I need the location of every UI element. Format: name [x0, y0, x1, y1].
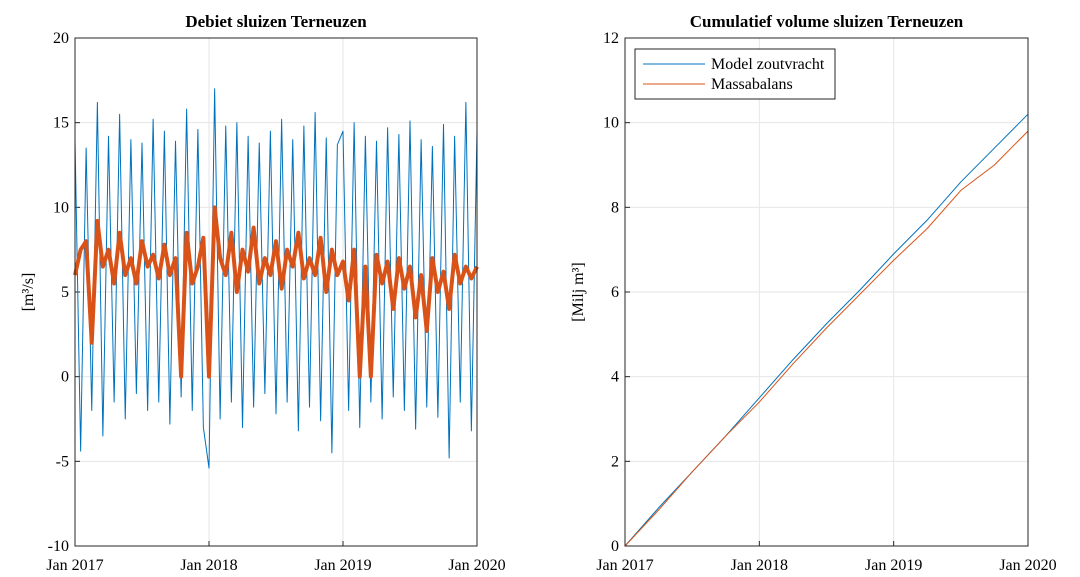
y-tick-label: 6	[611, 284, 619, 301]
y-tick-label: -10	[48, 538, 69, 555]
axes: -10 -5 0 5 10 15 20 Jan 2017 Jan 2018 Jan 2019 Jan…	[46, 30, 505, 574]
x-tick-label: Jan 2020	[448, 557, 505, 574]
y-tick-label: 10	[603, 115, 619, 132]
data-line	[73, 205, 479, 379]
legend-box	[634, 48, 836, 100]
axes: 0 2 4 6 8 10 12 Jan 2017 Jan 2018 Jan 2019 Jan 202…	[596, 30, 1056, 574]
y-axis-label: [m³/s]	[20, 273, 37, 312]
x-tick-label: Jan 2017	[596, 557, 653, 574]
x-tick-label: Jan 2018	[731, 557, 788, 574]
x-tick-label: Jan 2020	[999, 557, 1056, 574]
x-tick-label: Jan 2017	[46, 557, 103, 574]
y-tick-label: 0	[61, 369, 69, 386]
chart-title: Cumulatief volume sluizen Terneuzen	[690, 12, 964, 31]
axes-box	[74, 37, 478, 547]
x-tick-label: Jan 2019	[865, 557, 922, 574]
y-tick-label: 12	[603, 30, 619, 47]
legend-label: Model zoutvracht	[711, 56, 825, 73]
x-tick-label: Jan 2018	[180, 557, 237, 574]
y-tick-label: 8	[611, 199, 619, 216]
y-tick-label: 2	[611, 453, 619, 470]
data-line	[624, 130, 1029, 547]
y-tick-label: 5	[61, 284, 69, 301]
data-line	[624, 113, 1029, 547]
y-tick-label: 0	[611, 538, 619, 555]
chart-title: Debiet sluizen Terneuzen	[185, 12, 367, 31]
x-tick-label: Jan 2019	[314, 557, 371, 574]
y-tick-label: 10	[53, 199, 69, 216]
legend: Model zoutvracht Massabalans	[634, 48, 836, 100]
y-tick-label: 20	[53, 30, 69, 47]
y-axis-label: [Milj m³]	[570, 262, 587, 321]
legend-label: Massabalans	[711, 76, 793, 93]
y-tick-label: 4	[611, 369, 619, 386]
y-tick-label: -5	[56, 453, 69, 470]
data-line	[74, 88, 478, 469]
y-tick-label: 15	[53, 115, 69, 132]
axes-box	[624, 37, 1029, 547]
